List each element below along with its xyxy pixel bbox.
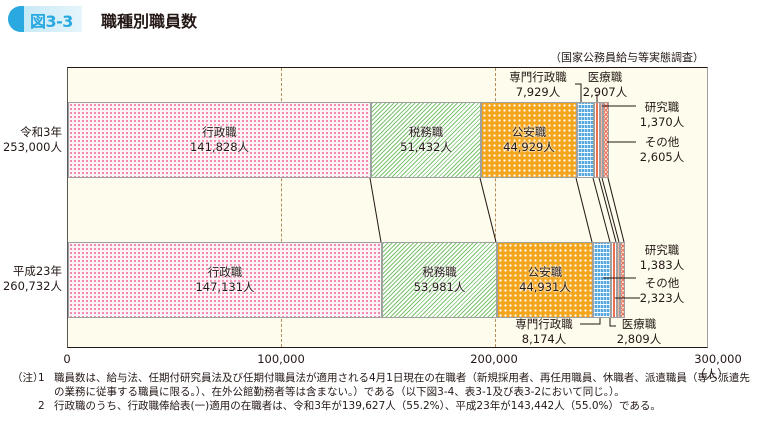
bar-heisei23: 行政職 147,131人 税務職 53,981人 公安職 44,931人 <box>68 242 709 318</box>
plot-area: 行政職 141,828人 税務職 51,432人 公安職 44,929人 行政職 147… <box>67 67 708 348</box>
figure-badge <box>8 6 82 32</box>
source-note: （国家公務員給与等実態調査） <box>550 51 704 64</box>
bar-reiwa3: 行政職 141,828人 税務職 51,432人 公安職 44,929人 <box>68 102 709 178</box>
x-tick-200000: 200,000 <box>470 352 518 366</box>
note-1: （注） 1 職員数は、給与法、任期付研究員法及び任期付職員法が適用される4月1日… <box>12 371 752 399</box>
callout-iryo-h23: 医療職 2,809人 <box>616 317 662 346</box>
figure-label: 図3-3 <box>30 12 73 31</box>
segment-label: 行政職 141,828人 <box>189 125 250 154</box>
note-text: 職員数は、給与法、任期付研究員法及び任期付職員法が適用される4月1日現在の在職者… <box>54 372 750 398</box>
segment-label: 公安職 44,929人 <box>503 125 555 154</box>
segment-senmon <box>577 102 594 178</box>
note-2: 2 行政職のうち、行政職俸給表(一)適用の在職者は、令和3年が139,627人（… <box>12 399 752 413</box>
segment-iryo <box>594 102 600 178</box>
note-prefix: （注） <box>12 372 44 384</box>
notes: （注） 1 職員数は、給与法、任期付研究員法及び任期付職員法が適用される4月1日… <box>12 371 752 413</box>
row-label-reiwa3: 令和3年 253,000人 <box>2 125 62 154</box>
note-prefix <box>12 399 32 413</box>
segment-iryo <box>611 242 617 318</box>
note-number: 1 <box>38 372 45 384</box>
callout-kenkyu-h23: 研究職 1,383人 <box>639 243 685 272</box>
x-tick-0: 0 <box>63 352 71 366</box>
segment-label: 行政職 147,131人 <box>195 265 255 294</box>
segment-other <box>603 102 609 178</box>
gridline-200000 <box>495 68 496 347</box>
callout-senmon-h23: 専門行政職 8,174人 <box>515 317 573 346</box>
segment-other <box>620 242 625 318</box>
segment-zeimu: 税務職 51,432人 <box>371 102 481 178</box>
segment-label: 税務職 53,981人 <box>413 265 466 294</box>
x-tick-300000: 300,000（人） <box>694 352 742 381</box>
segment-gyosei: 行政職 141,828人 <box>68 102 371 178</box>
callout-senmon-r3: 専門行政職 7,929人 <box>509 70 567 99</box>
note-number: 2 <box>38 400 45 412</box>
segment-gyosei: 行政職 147,131人 <box>68 242 382 318</box>
segment-kenkyu <box>600 102 603 178</box>
callout-kenkyu-r3: 研究職 1,370人 <box>639 100 685 129</box>
segment-senmon <box>593 242 611 318</box>
figure-title: 職種別職員数 <box>101 12 198 31</box>
segment-label: 公安職 44,931人 <box>519 265 571 294</box>
x-tick-100000: 100,000 <box>257 352 305 366</box>
note-text: 行政職のうち、行政職俸給表(一)適用の在職者は、令和3年が139,627人（55… <box>54 400 661 412</box>
segment-koan: 公安職 44,929人 <box>481 102 577 178</box>
segment-zeimu: 税務職 53,981人 <box>382 242 497 318</box>
callout-iryo-r3: 医療職 2,907人 <box>582 70 628 99</box>
gridline-100000 <box>281 68 282 347</box>
segment-koan: 公安職 44,931人 <box>497 242 593 318</box>
callout-other-r3: その他 2,605人 <box>639 135 685 164</box>
callout-other-h23: その他 2,323人 <box>639 276 685 305</box>
row-label-heisei23: 平成23年 260,732人 <box>2 264 62 293</box>
segment-label: 税務職 51,432人 <box>400 125 452 154</box>
segment-kenkyu <box>617 242 620 318</box>
